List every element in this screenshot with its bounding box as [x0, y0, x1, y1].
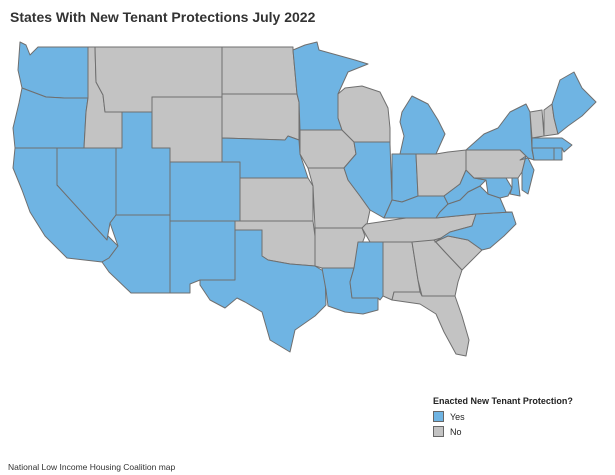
legend-item-yes: Yes: [433, 411, 573, 422]
state-texas: [199, 229, 327, 353]
state-new-jersey: [519, 155, 535, 195]
map-title: States With New Tenant Protections July …: [10, 9, 316, 25]
legend-label-yes: Yes: [450, 411, 465, 422]
state-michigan: [399, 95, 446, 155]
state-south-dakota: [221, 93, 300, 141]
map-legend: Enacted New Tenant Protection? Yes No: [433, 396, 573, 441]
state-wisconsin: [337, 85, 391, 143]
legend-title: Enacted New Tenant Protection?: [433, 396, 573, 406]
state-colorado: [169, 161, 241, 222]
state-kansas: [239, 177, 314, 222]
state-delaware: [509, 177, 521, 197]
legend-item-no: No: [433, 426, 573, 437]
state-vermont: [529, 109, 545, 139]
state-arizona: [101, 214, 171, 294]
state-massachusetts: [531, 137, 573, 153]
legend-swatch-no: [433, 426, 444, 437]
state-florida: [391, 291, 470, 357]
state-maine: [551, 71, 597, 135]
state-minnesota: [292, 41, 369, 131]
state-maryland: [473, 177, 513, 199]
state-north-carolina: [434, 211, 517, 251]
state-nebraska: [221, 135, 309, 179]
state-north-dakota: [221, 46, 298, 95]
state-illinois: [343, 141, 393, 219]
state-rhode-island: [553, 147, 563, 161]
state-virginia: [435, 185, 513, 219]
state-pennsylvania: [465, 149, 527, 179]
state-washington: [17, 41, 89, 99]
state-connecticut: [531, 147, 555, 161]
legend-label-no: No: [450, 426, 462, 437]
legend-swatch-yes: [433, 411, 444, 422]
source-credit: National Low Income Housing Coalition ma…: [8, 462, 176, 472]
state-indiana: [391, 153, 419, 203]
